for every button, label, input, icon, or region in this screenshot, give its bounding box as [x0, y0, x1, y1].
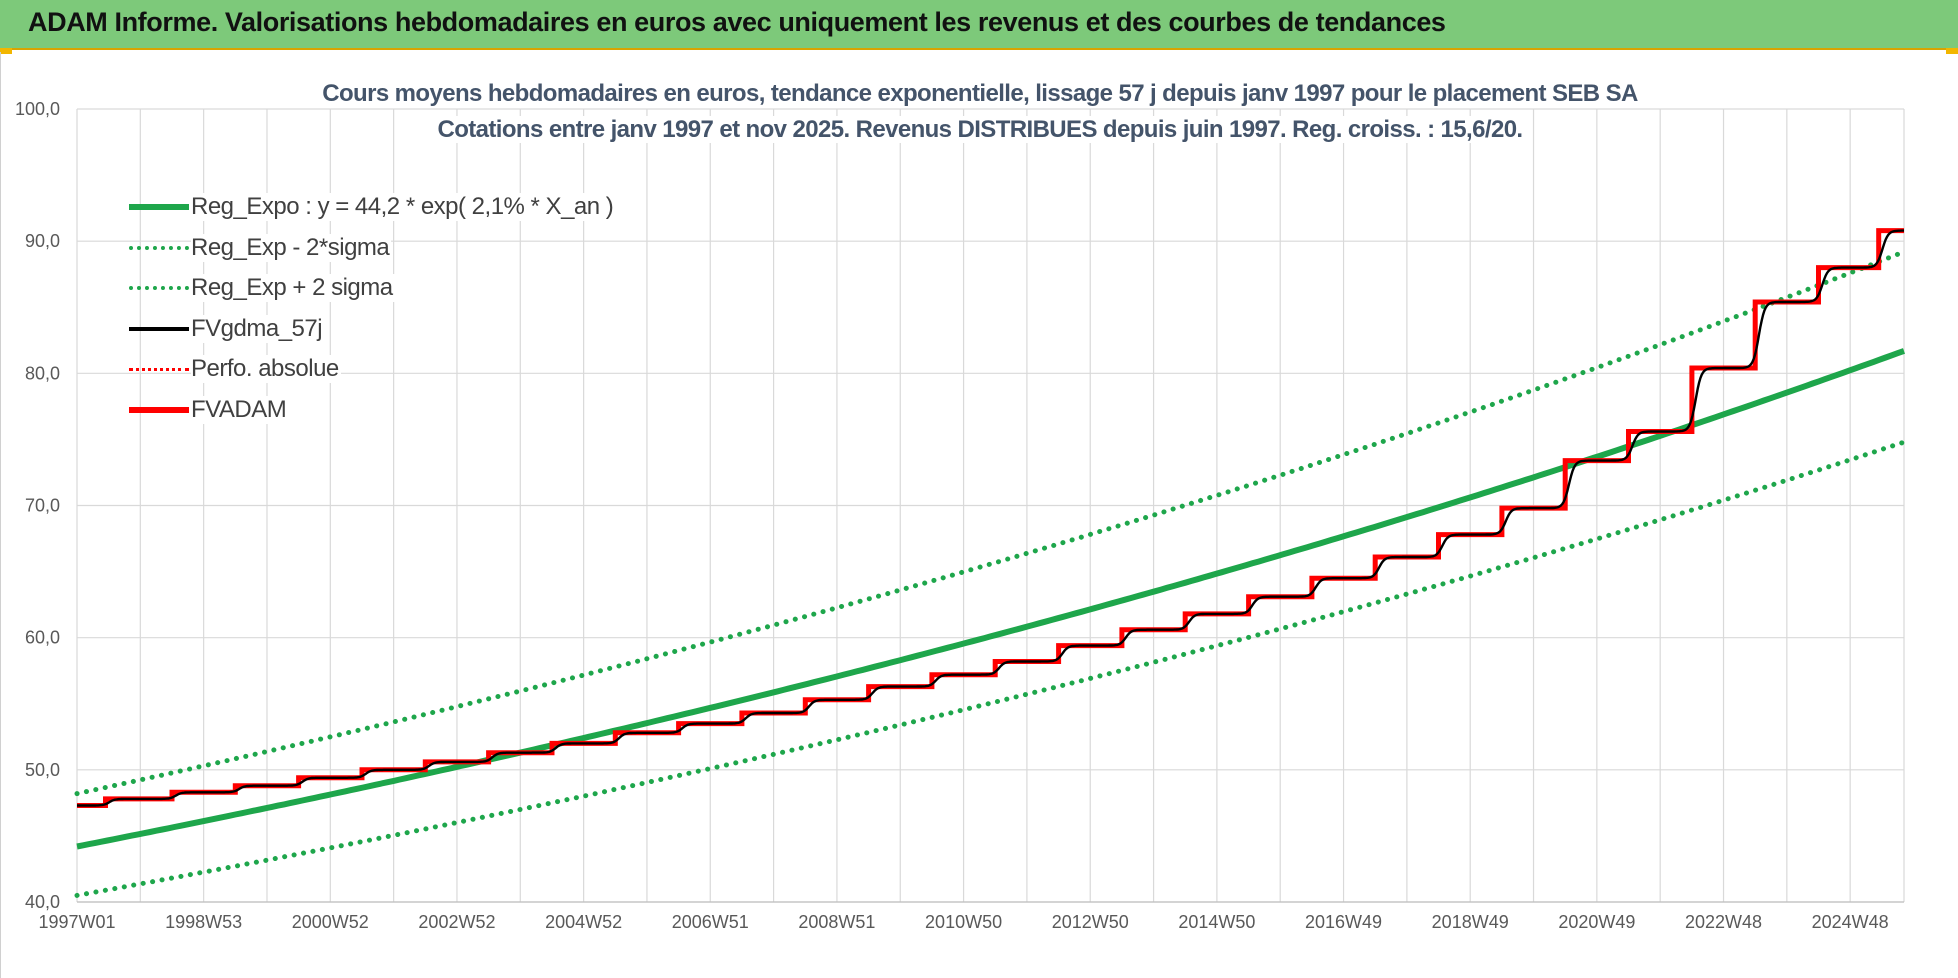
chart-svg: 40,0 50,0 60,0 70,0 80,0 90,0 100,0 1997W01 1998…: [15, 99, 1907, 932]
series-reg-expo: [76, 348, 1906, 850]
legend-label-perfo: Perfo. absolue: [191, 355, 341, 384]
legend-swatch-reg-exp-plus: [129, 286, 189, 291]
corner-marker-left: [0, 48, 12, 54]
series-fvgdma: [77, 229, 1904, 807]
y-tick-label: 50,0: [25, 760, 60, 780]
x-tick-label: 2010W50: [925, 912, 1002, 932]
x-tick-label: 2018W49: [1432, 912, 1509, 932]
legend-swatch-reg-expo: [129, 204, 189, 210]
x-tick-label: 2020W49: [1558, 912, 1635, 932]
x-tick-label: 1998W53: [165, 912, 242, 932]
corner-marker-right: [1946, 48, 1958, 54]
x-tick-label: 2000W52: [292, 912, 369, 932]
y-tick-label: 60,0: [25, 628, 60, 648]
chart-title-line-2: Cotations entre janv 1997 et nov 2025. R…: [1, 116, 1958, 144]
y-tick-label: 70,0: [25, 496, 60, 516]
chart-title-line-2-text: Cotations entre janv 1997 et nov 2025. R…: [433, 116, 1527, 143]
legend-swatch-fvgdma: [129, 326, 189, 331]
x-tick-label: 2012W50: [1052, 912, 1129, 932]
y-tick-label: 90,0: [25, 231, 60, 251]
legend-swatch-perfo: [129, 368, 189, 372]
x-tick-label: 2008W51: [798, 912, 875, 932]
chart-title-line-1-text: Cours moyens hebdomadaires en euros, ten…: [318, 80, 1642, 107]
series-reg-exp-plus: [74, 249, 1907, 797]
y-tick-label: 100,0: [15, 99, 60, 119]
legend-label-fvadam: FVADAM: [191, 395, 289, 424]
series-fvadam: [76, 228, 1904, 809]
x-tick-label: 2016W49: [1305, 912, 1382, 932]
series-reg-exp-minus: [74, 439, 1907, 898]
legend-label-fvgdma: FVgdma_57j: [191, 314, 325, 343]
x-tick-label: 2014W50: [1178, 912, 1255, 932]
axis-layer: 40,0 50,0 60,0 70,0 80,0 90,0 100,0 1997W01 1998…: [15, 99, 1904, 932]
legend-label-reg-exp-minus: Reg_Exp - 2*sigma: [191, 233, 392, 262]
legend-label-reg-expo: Reg_Expo : y = 44,2 * exp( 2,1% * X_an ): [191, 193, 616, 221]
grid-layer: [76, 108, 1905, 903]
page-title: ADAM Informe. Valorisations hebdomadaire…: [28, 7, 1446, 37]
x-tick-label: 2002W52: [418, 912, 495, 932]
x-tick-label: 2024W48: [1812, 912, 1889, 932]
legend-label-reg-exp-plus: Reg_Exp + 2 sigma: [191, 274, 395, 303]
series-layer: [74, 228, 1907, 898]
x-tick-label: 2006W51: [672, 912, 749, 932]
x-tick-label: 1997W01: [38, 912, 115, 932]
legend-swatch-fvadam: [129, 406, 189, 413]
x-tick-label: 2022W48: [1685, 912, 1762, 932]
y-tick-label: 80,0: [25, 363, 60, 383]
y-tick-label: 40,0: [25, 892, 60, 912]
legend-swatch-reg-exp-minus: [129, 245, 189, 250]
chart-title-line-1: Cours moyens hebdomadaires en euros, ten…: [1, 80, 1958, 108]
header-banner: ADAM Informe. Valorisations hebdomadaire…: [0, 0, 1958, 50]
chart-area: 40,0 50,0 60,0 70,0 80,0 90,0 100,0 1997W01 1998…: [0, 52, 1958, 978]
x-tick-label: 2004W52: [545, 912, 622, 932]
